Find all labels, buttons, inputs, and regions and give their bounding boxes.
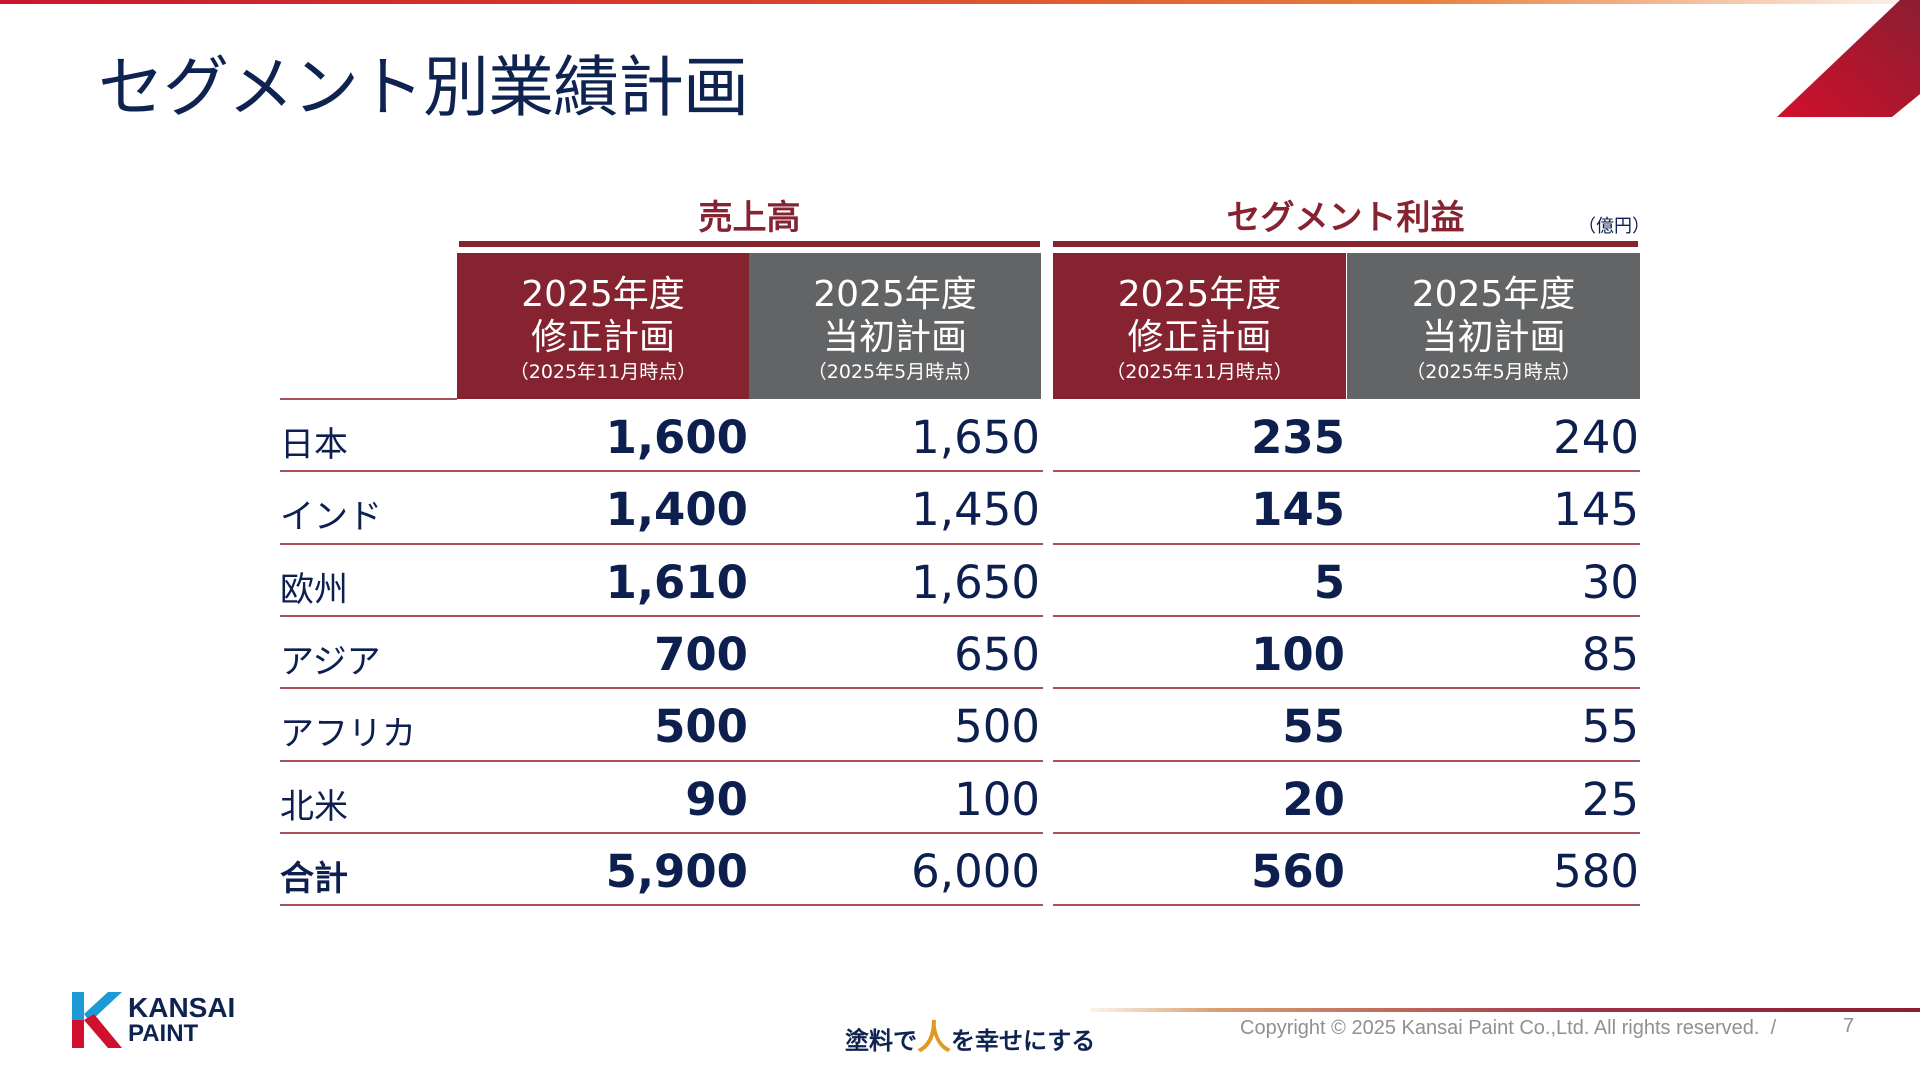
- table-cell-value: 560: [1251, 844, 1345, 898]
- table-cell-value: 55: [1282, 700, 1345, 754]
- row-divider: [1053, 542, 1640, 545]
- group-underline: [459, 241, 1040, 247]
- row-divider: [280, 831, 1043, 834]
- row-label: インド: [280, 497, 382, 538]
- column-header-text: 2025年度: [521, 274, 685, 315]
- table-cell-value: 5: [1313, 555, 1345, 609]
- column-header-text: （2025年5月時点）: [1406, 361, 1581, 383]
- table-cell-value: 700: [654, 627, 748, 681]
- row-label: アジア: [280, 641, 381, 682]
- column-header-text: （2025年11月時点）: [1106, 361, 1293, 383]
- column-header-text: 当初計画: [822, 317, 967, 358]
- header-divider: [280, 398, 457, 400]
- table-cell-value: 30: [1581, 555, 1639, 609]
- kansai-paint-logo: KANSAI PAINT: [72, 990, 262, 1050]
- table-cell-value: 1,600: [605, 411, 748, 464]
- group-header-sales: 売上高: [698, 198, 801, 238]
- column-header-text: 2025年度: [1117, 274, 1282, 315]
- table-cell-value: 650: [954, 627, 1040, 681]
- row-divider: [280, 687, 1043, 690]
- row-divider: [1053, 687, 1640, 690]
- unit-label: （億円）: [1578, 216, 1650, 237]
- row-divider: [1053, 759, 1640, 762]
- table-cell-value: 1,650: [911, 555, 1040, 609]
- row-label: 欧州: [280, 569, 348, 610]
- page-title: セグメント別業績計画: [98, 49, 749, 126]
- row-divider: [280, 759, 1043, 762]
- table-cell-value: 500: [954, 700, 1040, 754]
- page-number: 7: [1843, 1015, 1855, 1037]
- table-cell-value: 85: [1581, 627, 1639, 681]
- column-header-text: 2025年度: [813, 274, 977, 315]
- row-label: 日本: [280, 425, 348, 465]
- table-cell-value: 100: [954, 772, 1040, 826]
- column-header-revised-plan: 2025年度 修正計画 （2025年11月時点）: [1053, 253, 1346, 399]
- copyright: Copyright © 2025 Kansai Paint Co.,Ltd. A…: [1240, 1017, 1777, 1039]
- top-accent-bar: [0, 0, 1900, 4]
- table-cell-value: 100: [1251, 627, 1345, 681]
- column-header-text: 2025年度: [1411, 274, 1576, 315]
- table-cell-value: 240: [1553, 411, 1639, 464]
- column-header-text: 当初計画: [1421, 317, 1566, 358]
- table-cell-value: 20: [1282, 772, 1345, 826]
- logo-k-icon: [72, 992, 122, 1048]
- table-cell-value: 235: [1251, 411, 1345, 464]
- column-header-text: 修正計画: [1127, 317, 1272, 358]
- column-header-initial-plan: 2025年度 当初計画 （2025年5月時点）: [749, 253, 1041, 399]
- corner-decoration: [1777, 0, 1920, 117]
- table-cell-value: 145: [1251, 483, 1345, 537]
- column-header-text: 修正計画: [530, 317, 675, 358]
- row-label: アフリカ: [280, 714, 416, 755]
- table-cell-value: 580: [1553, 844, 1639, 898]
- row-divider: [1053, 831, 1640, 834]
- row-divider: [280, 614, 1043, 617]
- table-cell-value: 1,650: [911, 411, 1040, 464]
- row-label: 北米: [280, 786, 348, 827]
- table-cell-value: 6,000: [911, 844, 1040, 898]
- row-divider: [1053, 614, 1640, 617]
- footer-accent-line: [1090, 1008, 1920, 1012]
- table-cell-value: 55: [1581, 700, 1639, 754]
- table-cell-value: 1,610: [605, 555, 748, 609]
- table-cell-value: 90: [685, 772, 748, 826]
- group-underline: [1053, 241, 1638, 247]
- column-header-initial-plan: 2025年度 当初計画 （2025年5月時点）: [1347, 253, 1640, 399]
- table-cell-value: 1,450: [911, 483, 1040, 537]
- row-divider: [1053, 470, 1640, 473]
- table-cell-value: 25: [1581, 772, 1639, 826]
- table-cell-value: 500: [654, 700, 748, 754]
- table-cell-value: 5,900: [605, 844, 748, 898]
- column-header-text: （2025年11月時点）: [509, 361, 697, 383]
- slogan: 塗料で人を幸せにする: [845, 1018, 1096, 1058]
- row-label: 合計: [280, 858, 348, 899]
- table-cell-value: 1,400: [605, 483, 748, 537]
- table-cell-value: 145: [1553, 483, 1639, 537]
- column-header-text: （2025年5月時点）: [807, 361, 983, 383]
- row-divider: [280, 904, 1043, 907]
- row-divider: [280, 470, 1043, 473]
- column-header-revised-plan: 2025年度 修正計画 （2025年11月時点）: [457, 253, 749, 399]
- group-header-profit: セグメント利益: [1226, 198, 1465, 238]
- row-divider: [1053, 904, 1640, 907]
- row-divider: [280, 542, 1043, 545]
